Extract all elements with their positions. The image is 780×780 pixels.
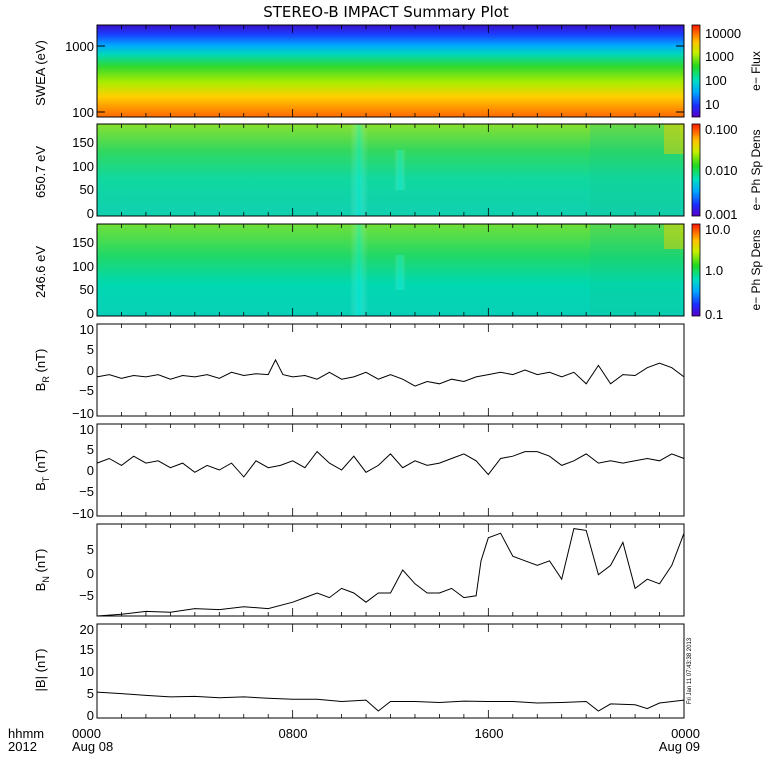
pad-246-ytick-100: 100 xyxy=(72,259,94,274)
panel-bn: 5 0 −5 BN (nT) xyxy=(33,523,685,617)
pad-650-spectrogram xyxy=(97,124,684,216)
xtick-0000-start: 0000 xyxy=(72,726,101,741)
swea-cbar-tick-100: 100 xyxy=(705,73,727,88)
xtick-0000-end: 0000 xyxy=(671,726,700,741)
bt-ytick-0: 0 xyxy=(87,463,94,478)
pad-246-colorbar xyxy=(691,223,701,317)
br-ytick-5: 5 xyxy=(87,342,94,357)
pad-650-ytick-50: 50 xyxy=(80,182,94,197)
plot-timestamp: Fri Jan 11 07:43:38 2013 xyxy=(684,624,696,718)
swea-cbar-tick-1000: 1000 xyxy=(705,49,734,64)
bt-ytick-m10: −10 xyxy=(72,506,94,521)
time-tick-marks xyxy=(96,25,685,718)
pad-246-ylabel: 246.6 eV xyxy=(33,246,48,298)
time-axis: hhmm 2012 0000 Aug 08 0800 1600 0000 Aug… xyxy=(8,726,700,754)
pad-246-spectrogram xyxy=(97,224,684,316)
corner-label-hhmm: hhmm xyxy=(8,726,44,741)
br-ytick-m5: −5 xyxy=(79,383,94,398)
panel-bmag: 20 15 10 5 0 |B| (nT) xyxy=(33,622,685,723)
pad-246-ytick-150: 150 xyxy=(72,235,94,250)
pad-650-ylabel: 650.7 eV xyxy=(33,146,48,198)
panel-swea: 1000 100 SWEA (eV) 10000 1000 100 10 e− … xyxy=(33,24,763,120)
bt-ytick-10: 10 xyxy=(80,422,94,437)
bmag-ytick-15: 15 xyxy=(80,642,94,657)
swea-ytick-1000: 1000 xyxy=(65,39,94,54)
pad-650-ytick-100: 100 xyxy=(72,159,94,174)
bn-series-line xyxy=(96,528,685,617)
swea-cbar-tick-10: 10 xyxy=(705,97,719,112)
br-series-line xyxy=(96,358,685,387)
bmag-ylabel: |B| (nT) xyxy=(33,649,48,692)
bn-ytick-0: 0 xyxy=(87,566,94,581)
chart-title: STEREO-B IMPACT Summary Plot xyxy=(263,3,509,21)
bmag-ytick-0: 0 xyxy=(87,708,94,723)
bt-ytick-5: 5 xyxy=(87,442,94,457)
corner-label-year: 2012 xyxy=(8,739,37,754)
bn-ytick-5: 5 xyxy=(87,542,94,557)
plot-timestamp-text: Fri Jan 11 07:43:38 2013 xyxy=(687,637,693,705)
bmag-ytick-5: 5 xyxy=(87,686,94,701)
bmag-series-line xyxy=(96,691,685,712)
panel-br: 10 5 0 −5 −10 BR (nT) xyxy=(33,322,685,421)
bmag-ytick-20: 20 xyxy=(80,622,94,637)
bn-ytick-m5: −5 xyxy=(79,588,94,603)
swea-ylabel: SWEA (eV) xyxy=(33,40,48,106)
br-ytick-m10: −10 xyxy=(72,406,94,421)
bmag-ytick-10: 10 xyxy=(80,664,94,679)
bt-ytick-m5: −5 xyxy=(79,484,94,499)
xtick-0800: 0800 xyxy=(279,726,308,741)
pad-650-cbar-label: e− Ph Sp Dens xyxy=(749,129,763,210)
swea-cbar-tick-10000: 10000 xyxy=(705,26,741,41)
bt-ylabel: BT (nT) xyxy=(33,449,51,491)
xtick-1600: 1600 xyxy=(475,726,504,741)
pad-650-colorbar xyxy=(691,123,701,217)
pad-650-cbar-tick-0.100: 0.100 xyxy=(705,122,738,137)
pad-246-cbar-label: e− Ph Sp Dens xyxy=(749,229,763,310)
pad-246-cbar-tick-1.0: 1.0 xyxy=(705,263,723,278)
panel-pad-650: 150 100 50 0 650.7 eV 0.100 0.010 0.001 … xyxy=(33,122,763,222)
bt-series-line xyxy=(96,450,685,478)
xtick-date-end: Aug 09 xyxy=(659,739,700,754)
panel-pad-246: 150 100 50 0 246.6 eV 10.0 1.0 0.1 e− Ph… xyxy=(33,222,763,322)
br-ytick-10: 10 xyxy=(80,322,94,337)
br-ylabel: BR (nT) xyxy=(33,349,51,392)
pad-650-ytick-0: 0 xyxy=(87,206,94,221)
pad-246-cbar-tick-0.1: 0.1 xyxy=(705,307,723,322)
swea-cbar-label: e− Flux xyxy=(749,51,763,91)
br-ytick-0: 0 xyxy=(87,363,94,378)
pad-650-cbar-tick-0.010: 0.010 xyxy=(705,163,738,178)
pad-246-ytick-0: 0 xyxy=(87,306,94,321)
xtick-date-start: Aug 08 xyxy=(72,739,113,754)
bn-ylabel: BN (nT) xyxy=(33,549,51,592)
pad-246-ytick-50: 50 xyxy=(80,282,94,297)
pad-650-cbar-tick-0.001: 0.001 xyxy=(705,207,738,222)
swea-spectrogram xyxy=(97,25,684,117)
panel-bt: 10 5 0 −5 −10 BT (nT) xyxy=(33,422,685,521)
swea-colorbar xyxy=(691,24,701,118)
swea-ytick-100: 100 xyxy=(72,105,94,120)
pad-650-ytick-150: 150 xyxy=(72,135,94,150)
pad-246-cbar-tick-10.0: 10.0 xyxy=(705,222,730,237)
